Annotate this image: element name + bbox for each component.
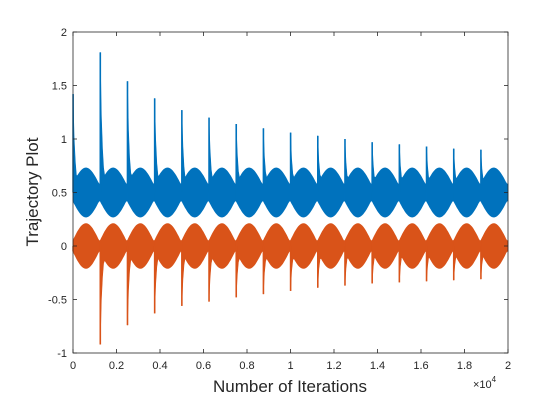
x-tick-label: 0.6 (196, 360, 211, 372)
y-tick-label: 2 (61, 27, 67, 39)
series-layer (72, 52, 509, 345)
y-tick-label: 1.5 (52, 81, 67, 93)
ticks-layer: 0 0.2 0.4 0.6 0.8 1 1.2 1.4 1.6 1.8 2 -1 -0.5 0 0.5 1 1.… (48, 27, 511, 372)
x-tick-label: 0.4 (152, 360, 167, 372)
x-tick-label: 1.6 (413, 360, 428, 372)
x-tick-label: 1.8 (457, 360, 472, 372)
series-orange (72, 223, 509, 345)
y-tick-label: -1 (57, 348, 67, 360)
x-tick-label: 1 (287, 360, 293, 372)
y-tick-label: -0.5 (48, 295, 67, 307)
x-tick-label: 0 (70, 360, 76, 372)
x-tick-label: 1.2 (326, 360, 341, 372)
series-blue (72, 52, 509, 218)
y-tick-label: 1 (61, 134, 67, 146)
x-exponent-label: ×104 (473, 375, 497, 391)
y-axis-label: Trajectory Plot (23, 137, 42, 246)
x-tick-label: 1.4 (370, 360, 385, 372)
y-tick-label: 0 (61, 241, 67, 253)
x-tick-label: 0.2 (109, 360, 124, 372)
x-tick-label: 2 (505, 360, 511, 372)
x-axis-label: Number of Iterations (213, 377, 367, 396)
x-tick-label: 0.8 (239, 360, 254, 372)
x-exponent-power: 4 (492, 375, 497, 384)
x-exponent-base: ×10 (473, 379, 492, 391)
y-tick-label: 0.5 (52, 188, 67, 200)
